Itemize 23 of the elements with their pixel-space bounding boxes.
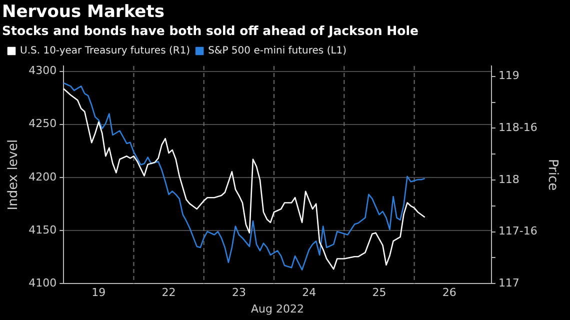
x-tick-label: 24	[302, 286, 316, 300]
y-tick-label: 4250	[28, 117, 57, 130]
legend-label: S&P 500 e-mini futures (L1)	[208, 46, 347, 57]
y-tick-label: 4200	[28, 170, 57, 184]
y-tick-label: 4300	[28, 64, 57, 78]
x-axis-title: Aug 2022	[251, 302, 304, 316]
chart-title: Nervous Markets	[2, 2, 166, 22]
y2-tick-label: 118	[498, 172, 520, 186]
y2-tick-label: 118-16	[498, 121, 538, 134]
y2-axis-title: Price	[544, 158, 560, 191]
y-axis-title: Index level	[6, 139, 22, 210]
y-tick-label: 4150	[28, 223, 57, 236]
y2-tick-label: 117	[498, 276, 520, 290]
legend-label: U.S. 10-year Treasury futures (R1)	[20, 46, 190, 57]
x-tick-label: 22	[162, 286, 176, 300]
x-tick-label: 23	[232, 286, 246, 300]
y2-tick-label: 117-16	[498, 224, 538, 238]
y2-tick-label: 119	[498, 69, 520, 82]
y-tick-label: 4100	[28, 276, 57, 290]
x-tick-label: 26	[442, 286, 456, 300]
x-tick-label: 19	[92, 286, 106, 300]
x-tick-label: 25	[372, 286, 386, 300]
chart-subtitle: Stocks and bonds have both sold off ahead of Jackson Hole	[2, 22, 420, 40]
